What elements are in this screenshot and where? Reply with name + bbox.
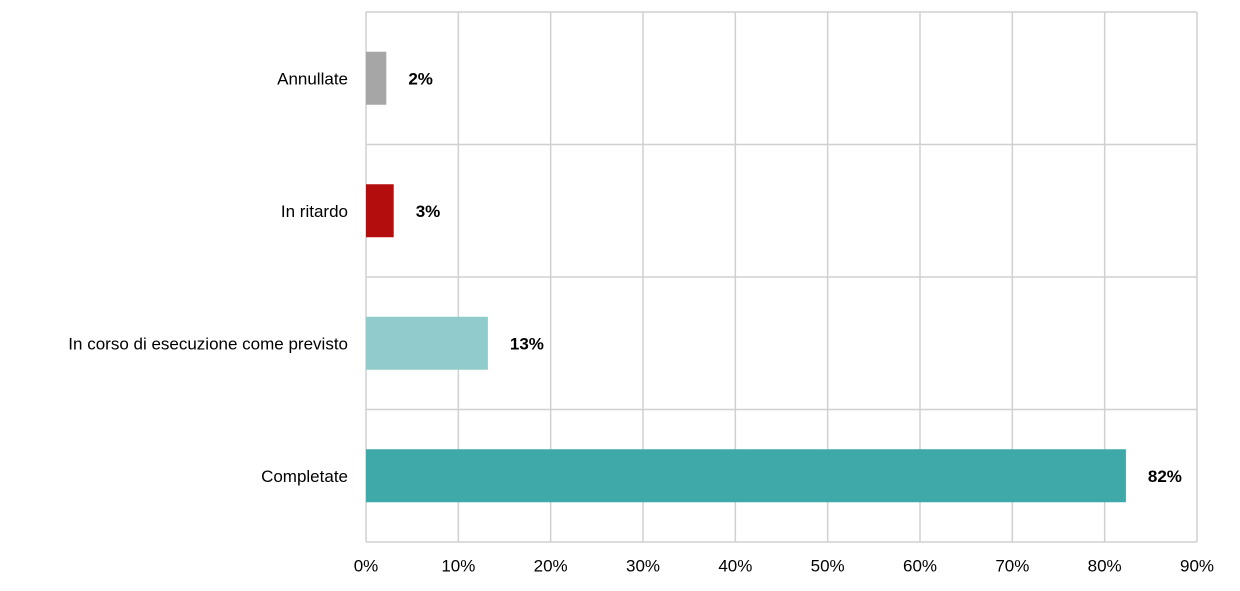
value-label: 3%: [416, 202, 441, 221]
x-tick-label: 80%: [1088, 556, 1122, 575]
x-tick-label: 20%: [534, 556, 568, 575]
x-tick-label: 70%: [995, 556, 1029, 575]
x-tick-label: 90%: [1180, 556, 1214, 575]
bar: [366, 316, 488, 370]
value-label: 82%: [1148, 467, 1182, 486]
x-tick-label: 0%: [354, 556, 379, 575]
x-tick-label: 10%: [441, 556, 475, 575]
x-tick-label: 50%: [811, 556, 845, 575]
x-tick-label: 60%: [903, 556, 937, 575]
y-tick-label: Annullate: [277, 70, 348, 89]
value-label: 13%: [510, 335, 544, 354]
y-tick-label: In ritardo: [281, 202, 348, 221]
x-tick-label: 30%: [626, 556, 660, 575]
y-tick-label: In corso di esecuzione come previsto: [68, 335, 348, 354]
bar: [366, 184, 394, 238]
value-label: 2%: [408, 70, 433, 89]
x-tick-label: 40%: [718, 556, 752, 575]
bar: [366, 51, 387, 105]
y-tick-label: Completate: [261, 467, 348, 486]
bar: [366, 449, 1126, 503]
